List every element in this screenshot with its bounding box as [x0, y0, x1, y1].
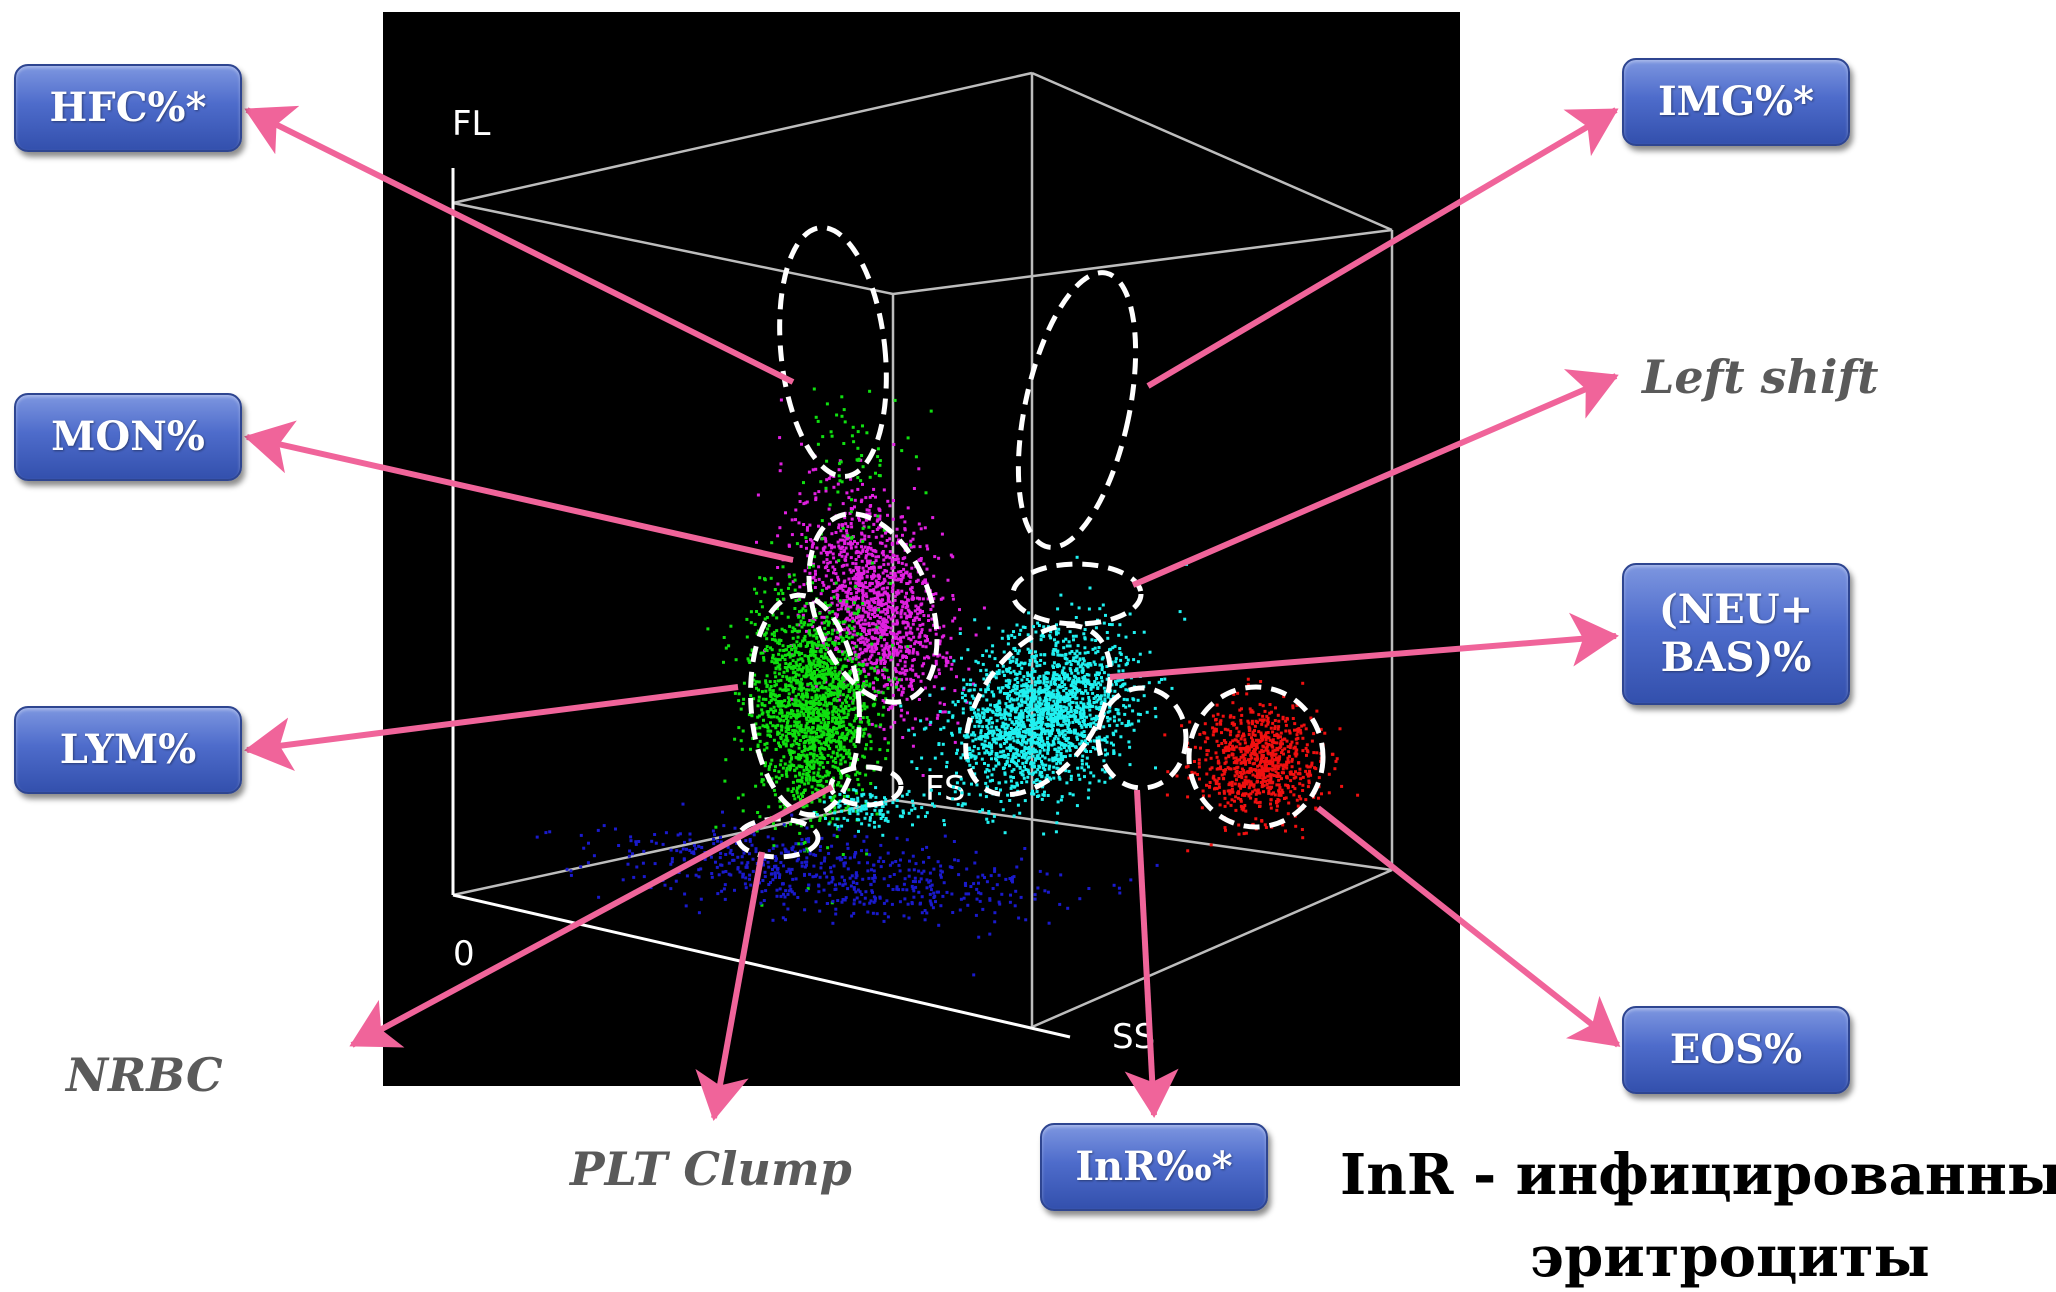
neu-bas-box: (NEU+ BAS)% [1622, 563, 1850, 705]
img-box-label: IMG%* [1658, 78, 1814, 126]
neu-bas-box-line1: (NEU+ [1659, 586, 1813, 634]
lym-arrow [247, 687, 738, 750]
plt-clump-label: PLT Clump [570, 1142, 852, 1196]
hfc-box: HFC%* [14, 64, 242, 152]
img-box: IMG%* [1622, 58, 1850, 146]
inr-arrow [1137, 790, 1154, 1115]
cube-edge [1032, 870, 1392, 1027]
eos-box: EOS% [1622, 1006, 1850, 1094]
eosinophils-cluster [1163, 678, 1359, 853]
cube-edge [453, 73, 1032, 203]
mon-box: MON% [14, 393, 242, 481]
cube-wireframe [453, 73, 1392, 1027]
lym-box: LYM% [14, 706, 242, 794]
hfc-gate [768, 222, 898, 482]
legend-line1: InR - инфицированные [1340, 1140, 2056, 1210]
debris-cluster [536, 803, 1061, 977]
eos-arrow [1318, 808, 1618, 1045]
img-gate [997, 262, 1157, 558]
lym-box-label: LYM% [60, 726, 196, 774]
inr-gate [1098, 688, 1186, 788]
nrbc-arrow [352, 787, 832, 1045]
fl-axis-label: FL [452, 104, 491, 144]
inr-box: InR‰* [1040, 1123, 1268, 1211]
lymphocytes-cluster [802, 388, 933, 563]
legend-line2: эритроциты [1530, 1222, 1930, 1292]
img-arrow [1148, 110, 1616, 386]
nrbc-label: NRBC [66, 1048, 223, 1102]
left-shift-label: Left shift [1642, 350, 1879, 404]
neu-bas-box-line2: BAS)% [1661, 634, 1812, 682]
mon-box-label: MON% [51, 413, 205, 461]
inr-box-label: InR‰* [1075, 1143, 1232, 1191]
origin-label: 0 [453, 934, 475, 974]
neu-bas-arrow [1110, 636, 1616, 677]
left-shift-arrow [1133, 376, 1616, 585]
scatter-points [536, 388, 1359, 977]
cube-edge [1032, 73, 1392, 230]
hfc-arrow [247, 110, 793, 382]
hfc-box-label: HFC%* [50, 84, 207, 132]
eos-box-label: EOS% [1670, 1026, 1802, 1074]
mon-arrow [247, 437, 793, 560]
